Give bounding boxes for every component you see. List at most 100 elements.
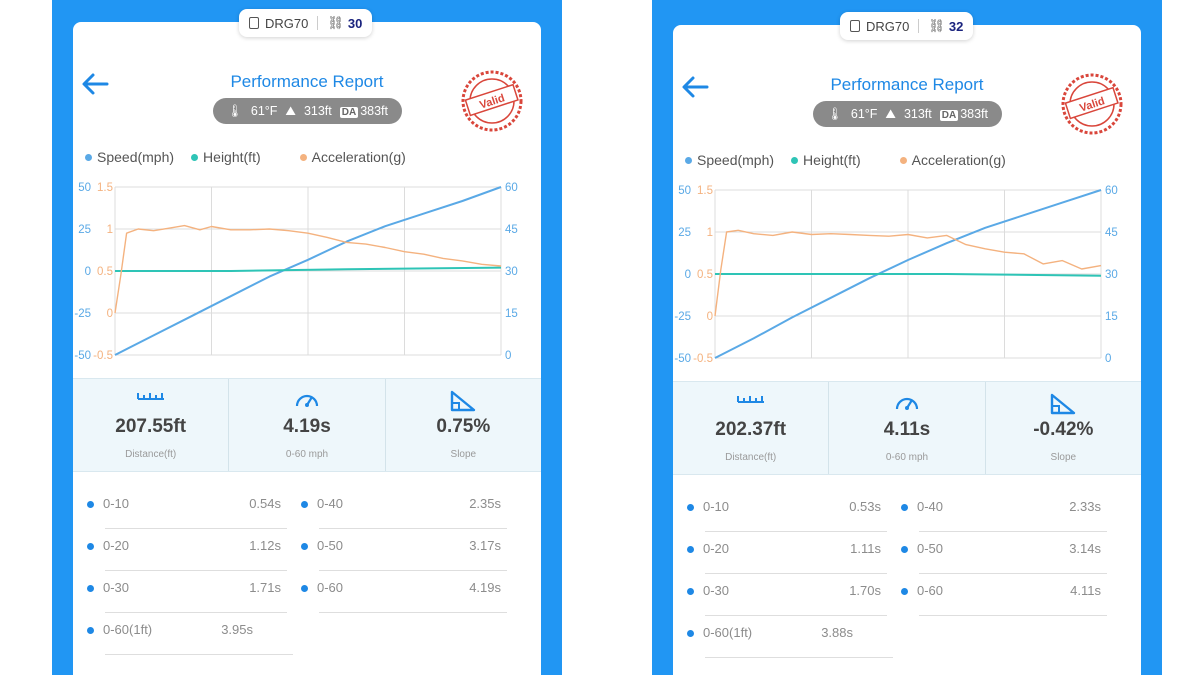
tick-label-height: 0 <box>685 269 691 281</box>
device-icon <box>850 20 860 32</box>
tick-label-height: -50 <box>74 350 91 362</box>
split-row: 0-50 3.17s <box>301 529 507 571</box>
tick-label-height: -25 <box>674 311 691 323</box>
run-count: 32 <box>948 18 964 34</box>
device-pill[interactable]: DRG70 ⛓ 32 <box>840 12 974 40</box>
density-altitude: 383ft <box>360 104 389 118</box>
altitude: 313ft <box>903 107 932 121</box>
device-name: DRG70 <box>866 18 910 34</box>
runs-icon: ⛓ <box>327 15 344 30</box>
tick-label-acceleration: 0 <box>107 308 113 320</box>
metric-value: 0.75% <box>436 416 491 437</box>
split-row: 0-60 4.19s <box>301 571 507 613</box>
split-row: 0-40 2.33s <box>901 490 1107 532</box>
thermometer-icon: 🌡 <box>227 103 243 118</box>
valid-stamp: Valid <box>1061 73 1123 135</box>
tick-label-speed: 0 <box>1105 353 1111 365</box>
metric-slope: -0.42% Slope <box>986 382 1141 474</box>
tick-label-acceleration: 1.5 <box>697 185 713 197</box>
tick-label-height: -25 <box>74 308 91 320</box>
performance-chart: 50 25 0 -25 -50 1.5 1 0.5 0 -0.5 60 45 30 15 0 <box>674 185 1118 365</box>
tick-label-speed: 45 <box>1105 227 1118 239</box>
temperature: 61°F <box>250 104 278 118</box>
legend-acceleration: Acceleration(g) <box>899 152 1006 168</box>
device-pill[interactable]: DRG70 ⛓ 30 <box>239 9 373 37</box>
metric-value: 202.37ft <box>715 419 787 440</box>
split-row: 0-60(1ft) 3.95s <box>87 613 293 655</box>
split-row: 0-10 0.54s <box>87 487 287 529</box>
split-row: 0-60(1ft) 3.88s <box>687 616 893 658</box>
tick-label-height: 25 <box>78 224 91 236</box>
thermometer-icon: 🌡 <box>827 106 843 121</box>
tick-label-speed: 60 <box>505 182 518 194</box>
back-arrow-icon[interactable] <box>81 72 109 96</box>
height-series-line <box>115 266 502 272</box>
phone-frame-left: Performance Report 🌡 61°F ⛰ 313ft DA 383f… <box>52 0 562 675</box>
split-row: 0-30 1.71s <box>87 571 287 613</box>
speed-series-line <box>114 186 502 356</box>
tick-label-speed: 0 <box>505 350 511 362</box>
slope-icon <box>1051 393 1076 415</box>
split-row: 0-60 4.11s <box>901 574 1107 616</box>
conditions-badge: 🌡 61°F ⛰ 313ft DA 383ft <box>813 101 1003 127</box>
metric-label: 0-60 mph <box>285 449 329 460</box>
acceleration-series-line <box>114 224 502 314</box>
tick-label-height: 50 <box>78 182 91 194</box>
tick-label-speed: 15 <box>1105 311 1118 323</box>
back-arrow-icon[interactable] <box>681 75 709 99</box>
report-card: Performance Report 🌡 61°F ⛰ 313ft DA 383f… <box>673 25 1141 675</box>
tick-label-height: 0 <box>85 266 91 278</box>
metric-distance: 207.55ft Distance(ft) <box>73 379 230 471</box>
tick-label-acceleration: 1 <box>707 227 713 239</box>
conditions-badge: 🌡 61°F ⛰ 313ft DA 383ft <box>213 98 403 124</box>
legend-acceleration: Acceleration(g) <box>299 149 406 165</box>
metric-slope: 0.75% Slope <box>386 379 541 471</box>
speed-series-line <box>714 189 1102 359</box>
metric-value: 4.11s <box>883 419 931 440</box>
performance-chart: 50 25 0 -25 -50 1.5 1 0.5 0 -0.5 60 45 30 15 0 <box>74 182 518 362</box>
tick-label-speed: 60 <box>1105 185 1118 197</box>
metric-value: 207.55ft <box>115 416 187 437</box>
split-row: 0-20 1.11s <box>687 532 887 574</box>
density-altitude: 383ft <box>960 107 989 121</box>
metric-label: Distance(ft) <box>725 452 777 463</box>
report-card: Performance Report 🌡 61°F ⛰ 313ft DA 383f… <box>73 22 541 675</box>
tick-label-acceleration: 1 <box>107 224 113 236</box>
metrics-panel: 207.55ft Distance(ft) 4.19s 0-60 mph 0.7… <box>73 378 541 472</box>
tick-label-height: 25 <box>678 227 691 239</box>
height-series-line <box>715 273 1102 277</box>
run-count: 30 <box>347 15 363 31</box>
metric-zero-sixty: 4.19s 0-60 mph <box>229 379 386 471</box>
valid-stamp: Valid <box>461 70 523 132</box>
legend-speed: Speed(mph) <box>685 152 774 168</box>
phone-frame-right: Performance Report 🌡 61°F ⛰ 313ft DA 383f… <box>652 0 1162 675</box>
runs-icon: ⛓ <box>928 18 945 33</box>
metric-value: -0.42% <box>1033 419 1094 440</box>
tick-label-acceleration: 0 <box>707 311 713 323</box>
metric-label: Slope <box>1050 452 1077 463</box>
chart-legend: Speed(mph) Height(ft) Acceleration(g) <box>85 149 423 165</box>
split-row: 0-30 1.70s <box>687 574 887 616</box>
tick-label-acceleration: 1.5 <box>97 182 113 194</box>
altitude: 313ft <box>303 104 332 118</box>
chart-legend: Speed(mph) Height(ft) Acceleration(g) <box>685 152 1023 168</box>
device-icon <box>249 17 259 29</box>
metric-label: 0-60 mph <box>885 452 929 463</box>
ruler-icon <box>136 393 164 400</box>
page-title: Performance Report <box>830 75 984 94</box>
speedometer-icon <box>295 394 319 407</box>
tick-label-speed: 15 <box>505 308 518 320</box>
tick-label-speed: 30 <box>505 266 518 278</box>
tick-label-height: 50 <box>678 185 691 197</box>
split-row: 0-50 3.14s <box>901 532 1107 574</box>
metric-zero-sixty: 4.11s 0-60 mph <box>829 382 986 474</box>
tick-label-speed: 45 <box>505 224 518 236</box>
page-title: Performance Report <box>230 72 384 91</box>
legend-height: Height(ft) <box>191 149 261 165</box>
tick-label-acceleration: -0.5 <box>93 350 113 362</box>
tick-label-acceleration: -0.5 <box>693 353 713 365</box>
tick-label-acceleration: 0.5 <box>697 269 713 281</box>
da-icon: DA <box>339 107 359 118</box>
metric-value: 4.19s <box>283 416 331 437</box>
mountain-icon: ⛰ <box>285 103 296 118</box>
